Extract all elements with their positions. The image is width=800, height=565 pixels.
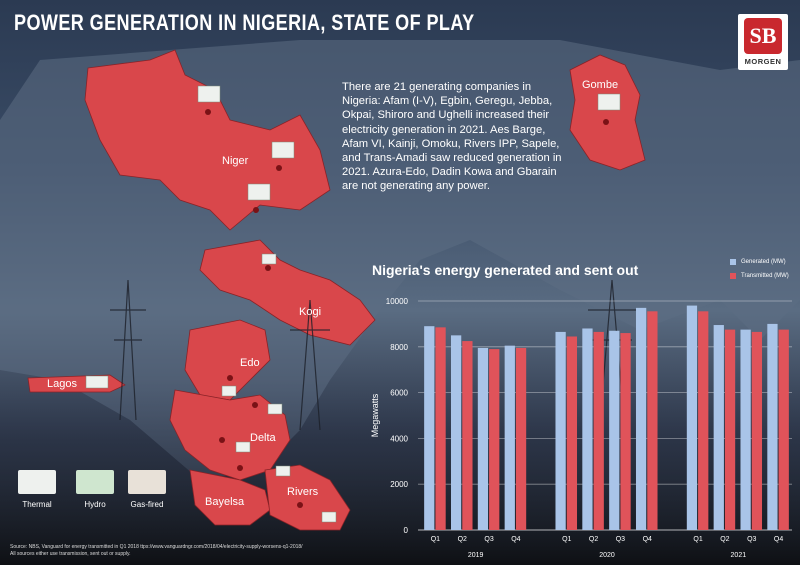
thermal-icon: [18, 470, 56, 494]
state-edo: [184, 319, 271, 401]
bar-transmitted: [566, 336, 578, 530]
y-tick-label: 10000: [386, 297, 409, 306]
hydro-icon: [76, 470, 114, 494]
logo-name: MORGEN: [744, 57, 782, 66]
bar-transmitted: [462, 341, 473, 530]
bar-transmitted: [778, 329, 789, 530]
bar-generated: [767, 323, 778, 530]
key-thermal: Thermal: [18, 470, 56, 509]
bar-generated: [635, 307, 647, 530]
source-note: Source: NBS, Vanguard for energy transmi…: [10, 544, 303, 558]
bar-generated: [555, 331, 566, 530]
y-tick-label: 4000: [390, 434, 408, 443]
bar-transmitted: [515, 347, 527, 530]
y-tick-label: 8000: [390, 343, 408, 352]
legend-swatch-transmitted: [730, 273, 736, 279]
year-label: 2021: [731, 552, 747, 559]
x-tick-label: Q1: [431, 536, 440, 543]
key-gas: Gas-fired: [128, 470, 166, 509]
tower-mid: [290, 299, 330, 431]
legend-label-generated: Generated (MW): [741, 259, 786, 265]
y-tick-label: 2000: [390, 480, 408, 489]
state-bayelsa: [189, 469, 271, 526]
x-tick-label: Q2: [458, 536, 467, 543]
y-tick-label: 6000: [390, 389, 408, 398]
key-hydro-label: Hydro: [84, 500, 106, 509]
intro-text: There are 21 generating companies in Nig…: [342, 81, 562, 193]
x-tick-label: Q4: [643, 536, 652, 543]
bar-transmitted: [724, 329, 736, 530]
bar-generated: [609, 330, 620, 530]
x-tick-label: Q1: [562, 536, 571, 543]
x-tick-label: Q2: [589, 536, 598, 543]
gas-fired-icon: [128, 470, 166, 494]
x-tick-label: Q4: [511, 536, 520, 543]
bar-generated: [504, 345, 515, 530]
x-tick-label: Q3: [616, 536, 625, 543]
bar-generated: [582, 328, 593, 530]
bar-transmitted: [489, 349, 500, 530]
y-axis-label: Megawatts: [370, 393, 380, 437]
label-delta: Delta: [250, 432, 276, 444]
bar-transmitted: [435, 327, 446, 530]
legend-swatch-generated: [730, 259, 736, 265]
key-gas-label: Gas-fired: [130, 500, 164, 509]
bar-generated: [450, 335, 462, 530]
tower-left: [110, 279, 146, 421]
source-line-2: All sources either use transmission, sen…: [10, 551, 131, 557]
label-kogi: Kogi: [299, 306, 322, 318]
x-tick-label: Q3: [484, 536, 493, 543]
bar-generated: [477, 347, 489, 530]
label-lagos: Lagos: [47, 378, 77, 390]
bar-transmitted: [751, 331, 763, 530]
bar-transmitted: [698, 311, 709, 530]
key-thermal-label: Thermal: [22, 500, 52, 509]
label-niger: Niger: [222, 155, 249, 167]
chart-title: Nigeria's energy generated and sent out: [372, 262, 639, 278]
label-gombe: Gombe: [582, 79, 619, 91]
x-tick-label: Q3: [747, 536, 756, 543]
x-tick-label: Q4: [774, 536, 783, 543]
plant-icons: [85, 85, 621, 523]
y-tick-label: 0: [404, 526, 409, 535]
label-rivers: Rivers: [287, 486, 319, 498]
year-label: 2019: [468, 552, 484, 559]
label-edo: Edo: [240, 357, 260, 369]
state-kogi: [199, 239, 376, 346]
logo-mark: SB: [744, 18, 782, 54]
state-gombe: [569, 54, 646, 171]
bar-generated: [424, 326, 435, 530]
bar-generated: [740, 329, 751, 530]
legend-generated: Generated (MW): [730, 255, 789, 269]
bar-transmitted: [620, 333, 631, 530]
bar-transmitted: [647, 311, 658, 530]
source-line-1: Source: NBS, Vanguard for energy transmi…: [10, 544, 303, 550]
key-hydro: Hydro: [76, 470, 114, 509]
year-label: 2020: [599, 552, 615, 559]
bar-generated: [686, 305, 698, 530]
legend-transmitted: Transmitted (MW): [730, 269, 789, 283]
chart-legend: Generated (MW) Transmitted (MW): [730, 255, 789, 283]
x-tick-label: Q1: [693, 536, 702, 543]
legend-label-transmitted: Transmitted (MW): [741, 273, 789, 279]
bar-transmitted: [593, 331, 604, 530]
bar-generated: [713, 325, 724, 530]
page-title: POWER GENERATION IN NIGERIA, STATE OF PL…: [14, 10, 475, 35]
x-tick-label: Q2: [720, 536, 729, 543]
label-bayelsa: Bayelsa: [205, 496, 245, 508]
brand-logo: SB MORGEN: [738, 14, 788, 70]
